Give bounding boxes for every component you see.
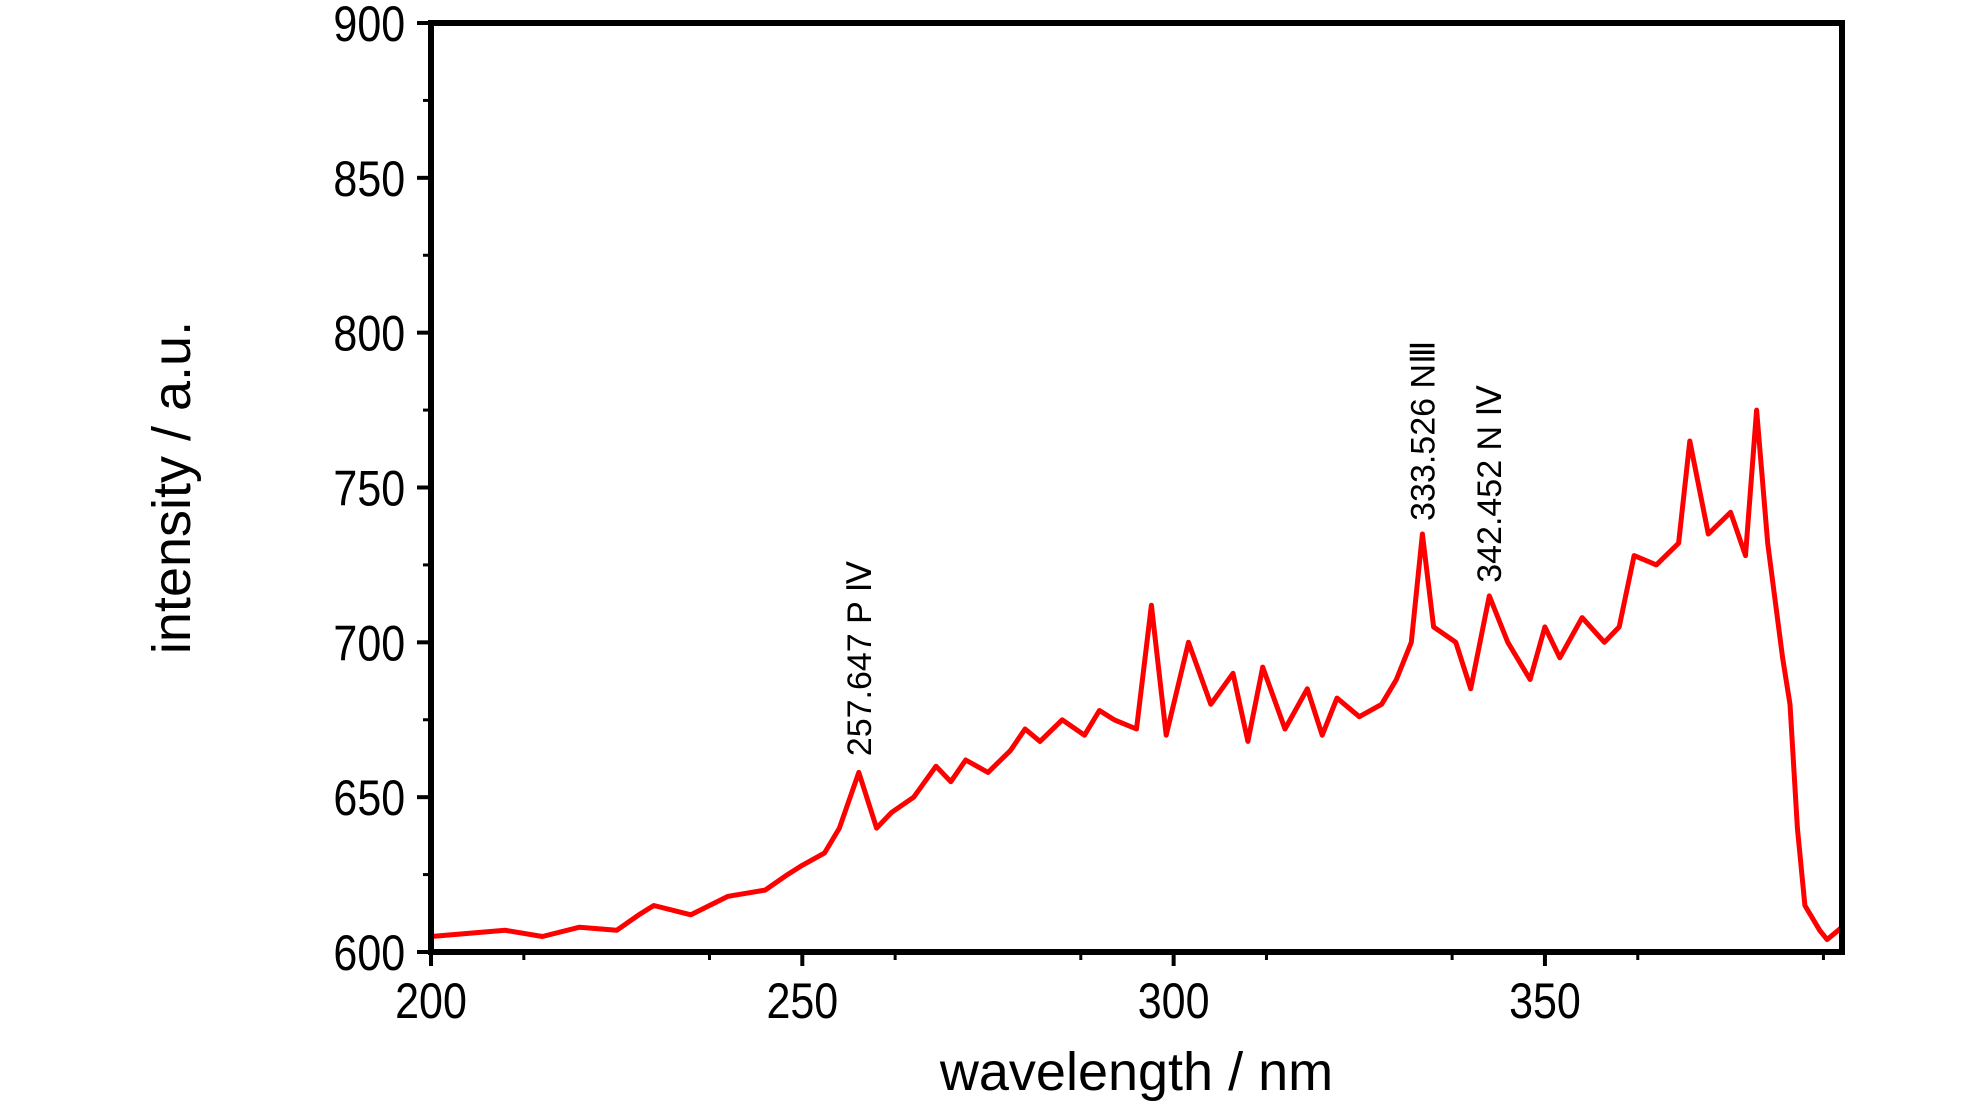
series-layer [428,407,1845,943]
y-axis-title: intensity / a.u. [142,321,202,654]
spectrum-series-line [428,407,1845,943]
y-tick-label: 900 [333,0,405,52]
peak-annotation: 333.526 NⅢ [1405,341,1443,521]
y-tick-label: 700 [333,615,405,671]
peak-annotations: 257.647 P Ⅳ 333.526 NⅢ 342.452 N Ⅳ [841,341,1509,757]
y-tick-label: 650 [333,770,405,826]
tick-labels: 200 250 300 350 600 650 700 750 800 850 900 [333,0,1580,1029]
peak-annotation: 342.452 N Ⅳ [1471,384,1509,582]
x-tick-label: 250 [766,973,838,1029]
axis-ticks [417,21,1825,966]
y-tick-label: 750 [333,460,405,516]
y-tick-label: 600 [333,925,405,981]
x-tick-label: 350 [1509,973,1581,1029]
x-axis-title: wavelength / nm [939,1042,1333,1102]
x-tick-label: 300 [1138,973,1210,1029]
y-tick-label: 800 [333,306,405,362]
y-tick-label: 850 [333,151,405,207]
plot-frame [428,20,1845,955]
x-tick-label: 200 [395,973,467,1029]
peak-annotation: 257.647 P Ⅳ [841,560,879,756]
